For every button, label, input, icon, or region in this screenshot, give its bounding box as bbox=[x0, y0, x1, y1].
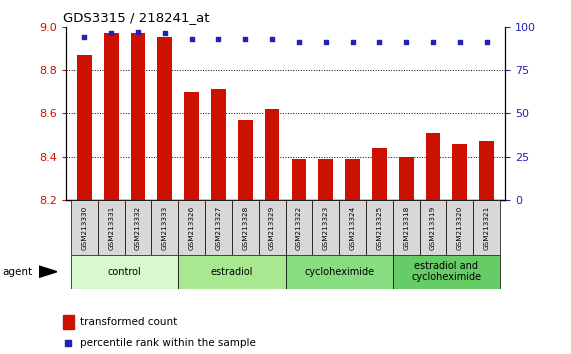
Text: GSM213328: GSM213328 bbox=[242, 205, 248, 250]
Bar bbox=[425, 133, 440, 200]
Point bbox=[134, 29, 143, 35]
Text: control: control bbox=[108, 267, 142, 277]
Text: cycloheximide: cycloheximide bbox=[304, 267, 374, 277]
Text: percentile rank within the sample: percentile rank within the sample bbox=[81, 338, 256, 348]
FancyBboxPatch shape bbox=[312, 200, 339, 255]
Point bbox=[321, 39, 330, 45]
Bar bbox=[104, 33, 119, 200]
Text: GDS3315 / 218241_at: GDS3315 / 218241_at bbox=[63, 11, 210, 24]
Point bbox=[294, 39, 303, 45]
Point bbox=[241, 36, 250, 41]
FancyBboxPatch shape bbox=[393, 255, 500, 289]
Text: GSM213320: GSM213320 bbox=[457, 205, 463, 250]
Polygon shape bbox=[39, 266, 57, 278]
Text: GSM213324: GSM213324 bbox=[349, 205, 356, 250]
FancyBboxPatch shape bbox=[393, 200, 420, 255]
Text: estradiol: estradiol bbox=[211, 267, 253, 277]
Point bbox=[268, 36, 277, 41]
FancyBboxPatch shape bbox=[205, 200, 232, 255]
FancyBboxPatch shape bbox=[339, 200, 366, 255]
Point bbox=[455, 39, 464, 45]
Bar bbox=[452, 144, 467, 200]
Point bbox=[401, 39, 411, 45]
Text: GSM213321: GSM213321 bbox=[484, 205, 489, 250]
Point bbox=[375, 39, 384, 45]
FancyBboxPatch shape bbox=[420, 200, 447, 255]
Text: GSM213331: GSM213331 bbox=[108, 205, 114, 250]
FancyBboxPatch shape bbox=[447, 200, 473, 255]
Text: GSM213333: GSM213333 bbox=[162, 205, 168, 250]
Point bbox=[64, 340, 73, 346]
Text: GSM213326: GSM213326 bbox=[188, 205, 195, 250]
Bar bbox=[345, 159, 360, 200]
Text: estradiol and
cycloheximide: estradiol and cycloheximide bbox=[411, 261, 481, 282]
Text: GSM213327: GSM213327 bbox=[215, 205, 222, 250]
Point bbox=[187, 36, 196, 41]
Bar bbox=[184, 92, 199, 200]
Point bbox=[348, 39, 357, 45]
FancyBboxPatch shape bbox=[151, 200, 178, 255]
Point bbox=[428, 39, 437, 45]
Text: GSM213329: GSM213329 bbox=[269, 205, 275, 250]
Bar bbox=[479, 142, 494, 200]
Text: GSM213332: GSM213332 bbox=[135, 205, 141, 250]
Bar bbox=[319, 159, 333, 200]
FancyBboxPatch shape bbox=[71, 200, 98, 255]
FancyBboxPatch shape bbox=[232, 200, 259, 255]
FancyBboxPatch shape bbox=[366, 200, 393, 255]
FancyBboxPatch shape bbox=[71, 255, 178, 289]
Point bbox=[482, 39, 491, 45]
FancyBboxPatch shape bbox=[259, 200, 286, 255]
Bar bbox=[265, 109, 279, 200]
Bar bbox=[399, 156, 413, 200]
Text: agent: agent bbox=[3, 267, 33, 277]
Text: GSM213319: GSM213319 bbox=[430, 205, 436, 250]
Bar bbox=[131, 33, 146, 200]
Bar bbox=[63, 315, 74, 329]
FancyBboxPatch shape bbox=[178, 255, 286, 289]
Bar bbox=[77, 55, 92, 200]
FancyBboxPatch shape bbox=[98, 200, 124, 255]
Bar bbox=[158, 38, 172, 200]
FancyBboxPatch shape bbox=[124, 200, 151, 255]
Text: transformed count: transformed count bbox=[81, 317, 178, 327]
FancyBboxPatch shape bbox=[178, 200, 205, 255]
Bar bbox=[372, 148, 387, 200]
Bar bbox=[211, 90, 226, 200]
Text: GSM213325: GSM213325 bbox=[376, 205, 383, 250]
FancyBboxPatch shape bbox=[473, 200, 500, 255]
FancyBboxPatch shape bbox=[286, 255, 393, 289]
Text: GSM213323: GSM213323 bbox=[323, 205, 329, 250]
Text: GSM213330: GSM213330 bbox=[82, 205, 87, 250]
Point bbox=[160, 31, 170, 36]
Bar bbox=[238, 120, 252, 200]
Bar bbox=[292, 159, 306, 200]
Point bbox=[80, 34, 89, 40]
Point bbox=[214, 36, 223, 41]
Point bbox=[107, 31, 116, 36]
Text: GSM213318: GSM213318 bbox=[403, 205, 409, 250]
Text: GSM213322: GSM213322 bbox=[296, 205, 302, 250]
FancyBboxPatch shape bbox=[286, 200, 312, 255]
